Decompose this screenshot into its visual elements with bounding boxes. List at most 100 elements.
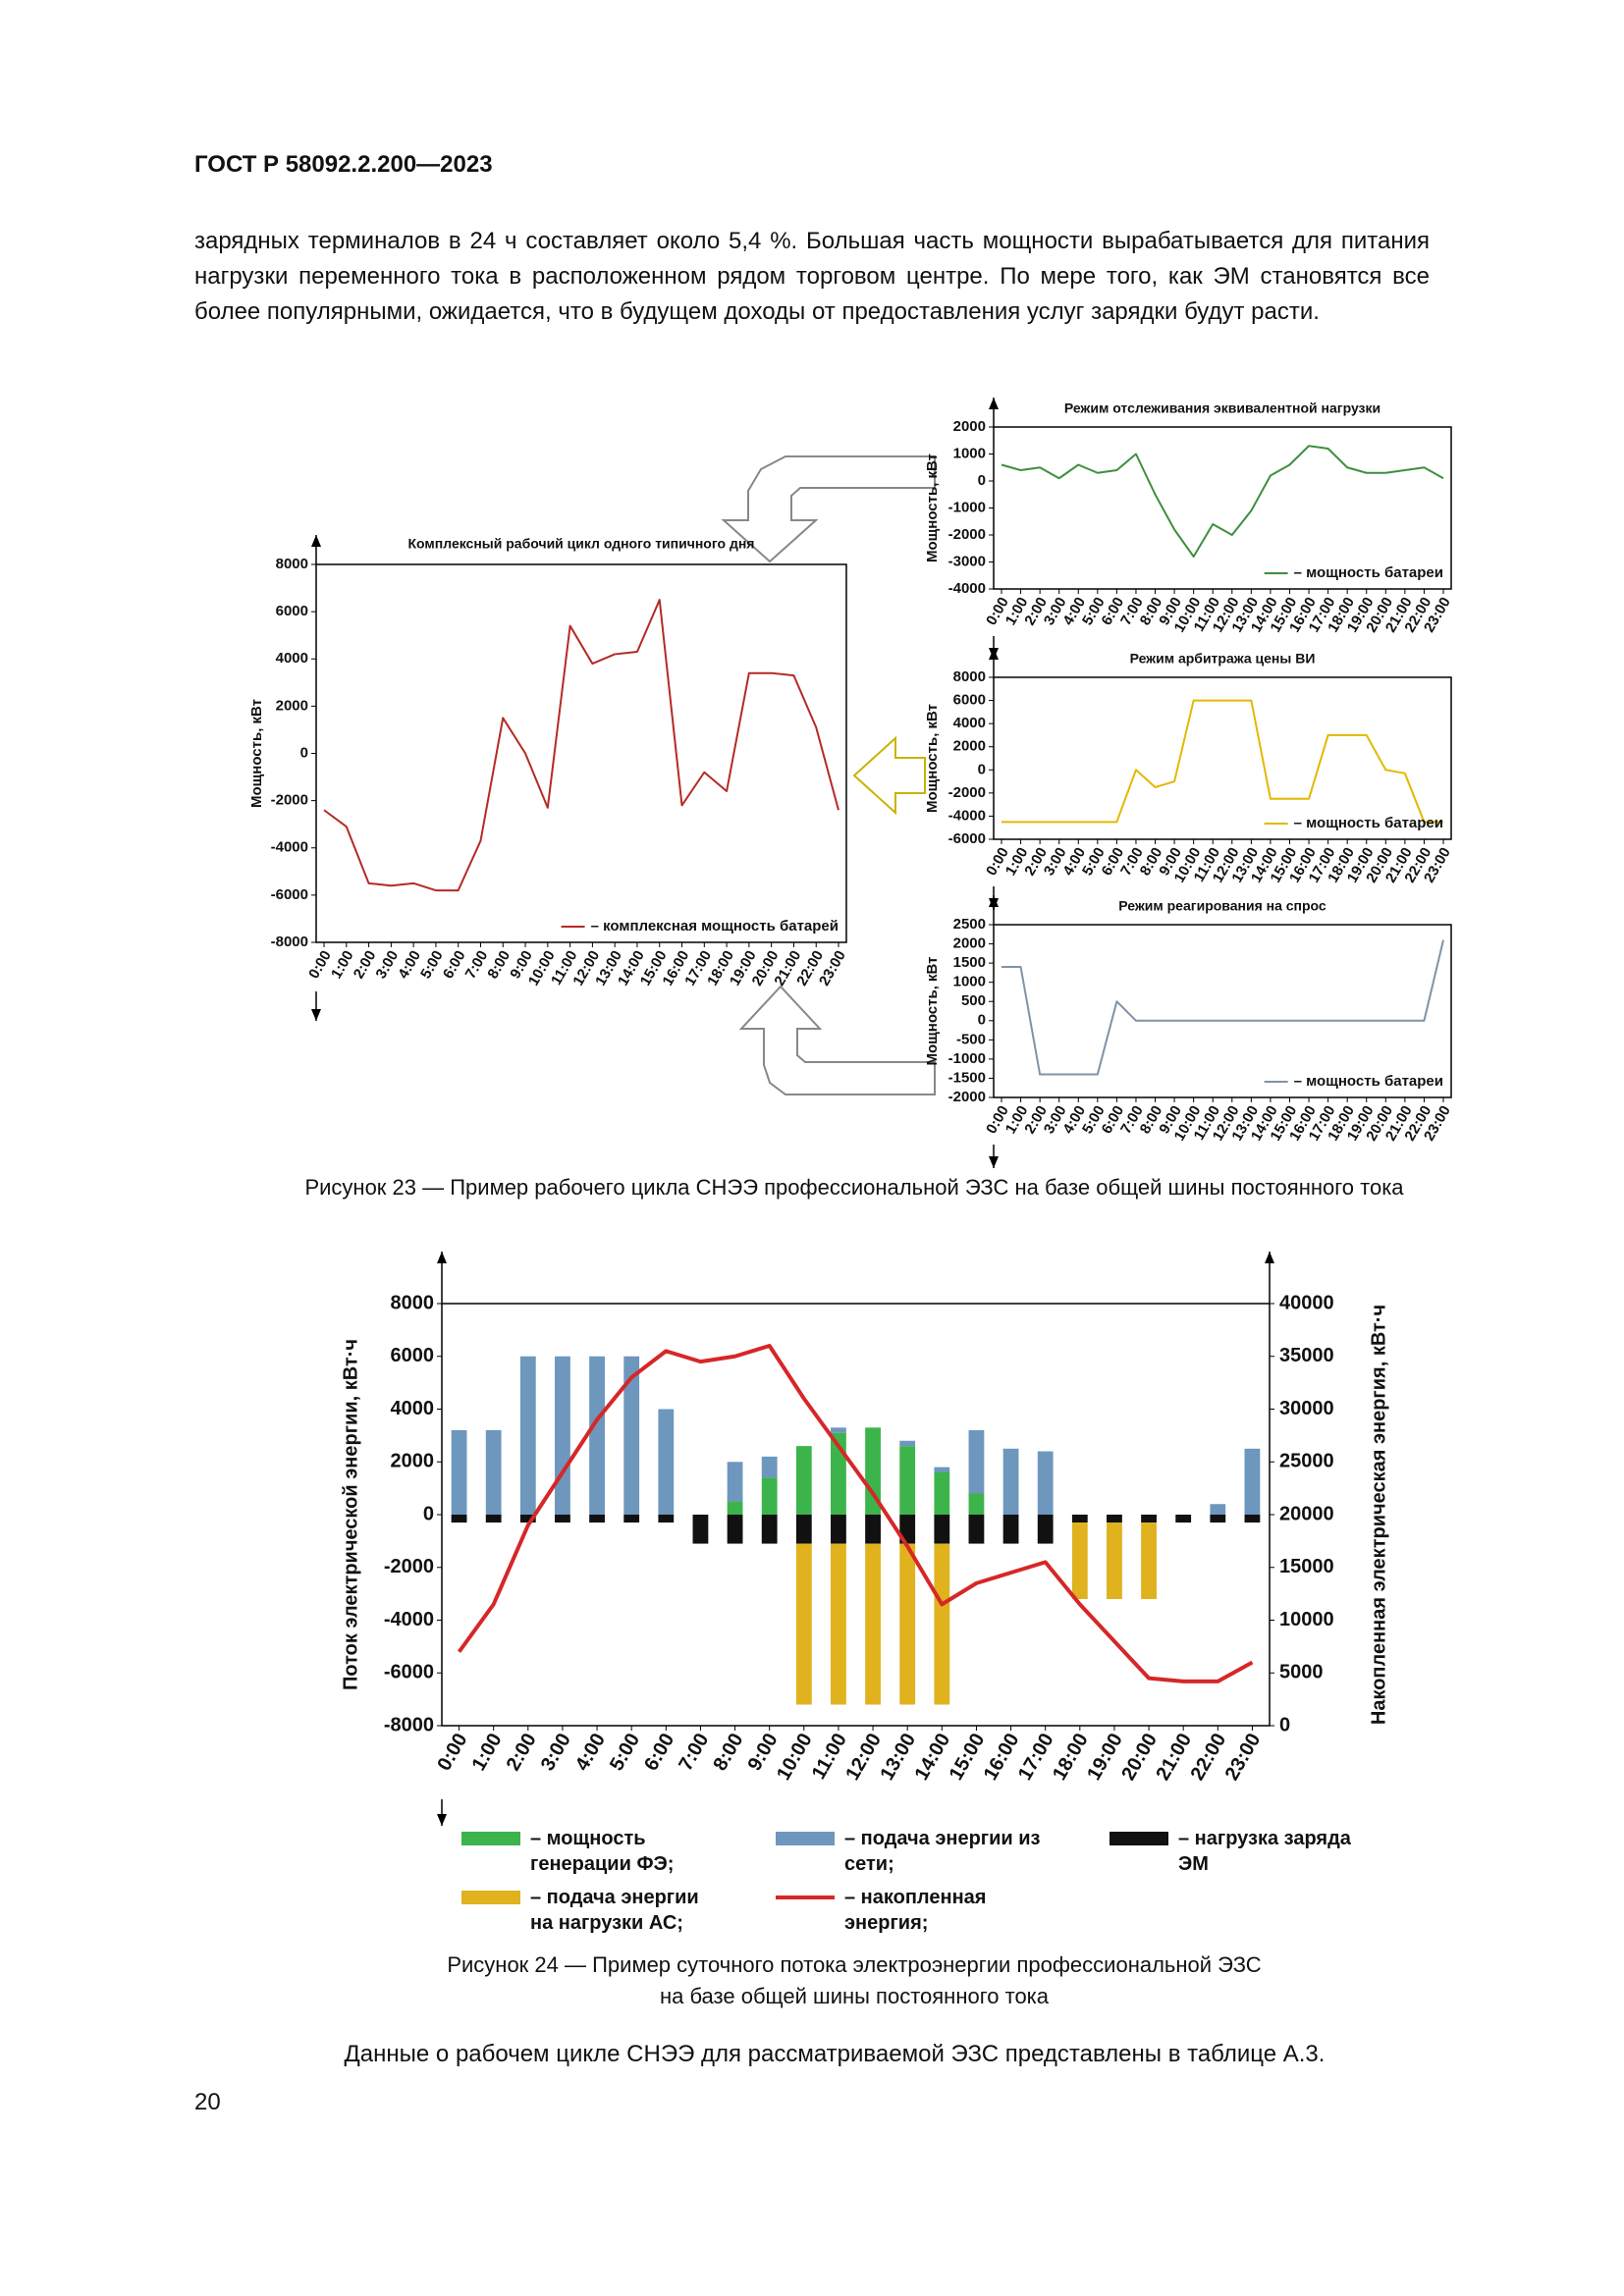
x-tick-label: 3:00	[373, 947, 403, 982]
y-axis-label: Мощность, кВт	[924, 704, 941, 813]
y-tick-label: 8000	[276, 556, 308, 572]
x-tick-label: 8:00	[484, 947, 514, 982]
y-tick-label: -6000	[948, 830, 986, 847]
y-tick-label: -1500	[948, 1069, 986, 1086]
legend-label: – мощность генерации ФЭ;	[530, 1828, 675, 1875]
x-tick-label: 4:00	[395, 947, 424, 982]
figure-caption: Рисунок 23 — Пример рабочего цикла СНЭЭ …	[304, 1175, 1404, 1200]
y-tick-label: -2000	[271, 792, 308, 809]
x-tick-label: 5:00	[606, 1730, 644, 1775]
y-tick-label: -6000	[384, 1662, 434, 1683]
bar	[727, 1501, 743, 1515]
bar	[485, 1430, 502, 1515]
y-tick-label: -8000	[384, 1714, 434, 1735]
bar	[968, 1493, 985, 1515]
y2-tick-label: 15000	[1279, 1556, 1334, 1577]
plot-frame	[993, 676, 1452, 840]
chart-title: Режим арбитража цены ВИ	[1130, 651, 1316, 667]
bar	[1107, 1515, 1122, 1523]
legend: – мощность генерации ФЭ; – подача энергии…	[461, 1826, 1365, 1936]
bar	[831, 1515, 846, 1544]
bar	[1141, 1522, 1157, 1599]
y-tick-label: 8000	[391, 1292, 435, 1313]
line	[457, 1344, 1254, 1683]
y2-tick-label: 40000	[1279, 1292, 1334, 1313]
bar	[555, 1356, 570, 1515]
legend-item: – подача энергии из сети;	[776, 1826, 1110, 1877]
bar	[899, 1543, 916, 1705]
bar	[761, 1456, 778, 1478]
y-tick-label: -2000	[948, 526, 986, 543]
y-tick-label: 0	[423, 1503, 434, 1524]
bar	[934, 1515, 950, 1544]
bar	[1244, 1448, 1261, 1515]
bar	[934, 1472, 950, 1515]
page-number: 20	[194, 2089, 221, 2115]
arrow-head	[311, 535, 321, 547]
bar	[1037, 1515, 1054, 1544]
y-tick-label: -6000	[271, 886, 308, 903]
y-tick-label: -4000	[948, 580, 986, 597]
x-tick-label: 7:00	[675, 1730, 713, 1775]
bar	[1175, 1515, 1192, 1523]
line	[1001, 699, 1443, 824]
y2-tick-label: 35000	[1279, 1345, 1334, 1366]
legend-label: – мощность батареи	[1294, 815, 1443, 831]
chart-title: Режим отслеживания эквивалентной нагрузк…	[1064, 400, 1380, 416]
bar	[831, 1543, 846, 1705]
bar	[451, 1515, 467, 1523]
y-tick-label: -2000	[384, 1556, 434, 1577]
bar	[658, 1409, 675, 1515]
y-axis-label: Мощность, кВт	[248, 699, 265, 808]
y-tick-label: 0	[978, 472, 986, 489]
bar	[692, 1515, 709, 1544]
arrow-head	[437, 1814, 447, 1826]
y2-tick-label: 20000	[1279, 1503, 1334, 1524]
x-tick-label: 1:00	[328, 947, 357, 982]
y-tick-label: -2000	[948, 784, 986, 801]
bar	[519, 1515, 536, 1523]
bar	[727, 1515, 743, 1544]
bar	[795, 1543, 812, 1705]
legend-label: – мощность батареи	[1294, 564, 1443, 581]
y-tick-label: 2500	[953, 916, 986, 933]
y-tick-label: 4000	[276, 650, 308, 667]
bar	[1107, 1522, 1122, 1599]
figure-caption: Рисунок 24 — Пример суточного потока эле…	[226, 1949, 1483, 2012]
y-tick-label: 6000	[953, 692, 986, 709]
bar	[865, 1427, 881, 1515]
bar	[519, 1356, 536, 1515]
closing-text: Данные о рабочем цикле СНЭЭ для рассматр…	[344, 2041, 1326, 2067]
y2-tick-label: 0	[1279, 1714, 1290, 1735]
y-tick-label: 8000	[953, 668, 986, 685]
y2-tick-label: 25000	[1279, 1451, 1334, 1472]
legend-label: – комплексная мощность батарей	[591, 918, 839, 934]
y-tick-label: 0	[300, 744, 308, 761]
y-tick-label: -500	[956, 1031, 986, 1047]
bar	[865, 1543, 881, 1705]
bar	[899, 1446, 916, 1515]
y-tick-label: 1000	[953, 445, 986, 461]
x-tick-label: 8:00	[709, 1730, 747, 1775]
bar	[865, 1515, 881, 1544]
bar	[451, 1430, 467, 1515]
legend-item: – мощность генерации ФЭ;	[461, 1826, 776, 1877]
plot-frame	[993, 924, 1452, 1098]
bar	[623, 1515, 640, 1523]
y-tick-label: 2000	[276, 697, 308, 714]
bar	[1210, 1515, 1226, 1523]
bar	[968, 1515, 985, 1544]
y2-tick-label: 30000	[1279, 1398, 1334, 1419]
y-tick-label: -1000	[948, 1050, 986, 1067]
x-tick-label: 23:00	[1221, 1730, 1266, 1784]
x-tick-label: 10:00	[773, 1730, 817, 1784]
bar	[899, 1440, 916, 1447]
bar	[831, 1427, 846, 1433]
x-tick-label: 1:00	[468, 1730, 507, 1775]
arrow-head	[311, 1009, 321, 1021]
x-tick-label: 5:00	[417, 947, 447, 982]
y-tick-label: 6000	[391, 1345, 435, 1366]
line	[1001, 445, 1444, 558]
